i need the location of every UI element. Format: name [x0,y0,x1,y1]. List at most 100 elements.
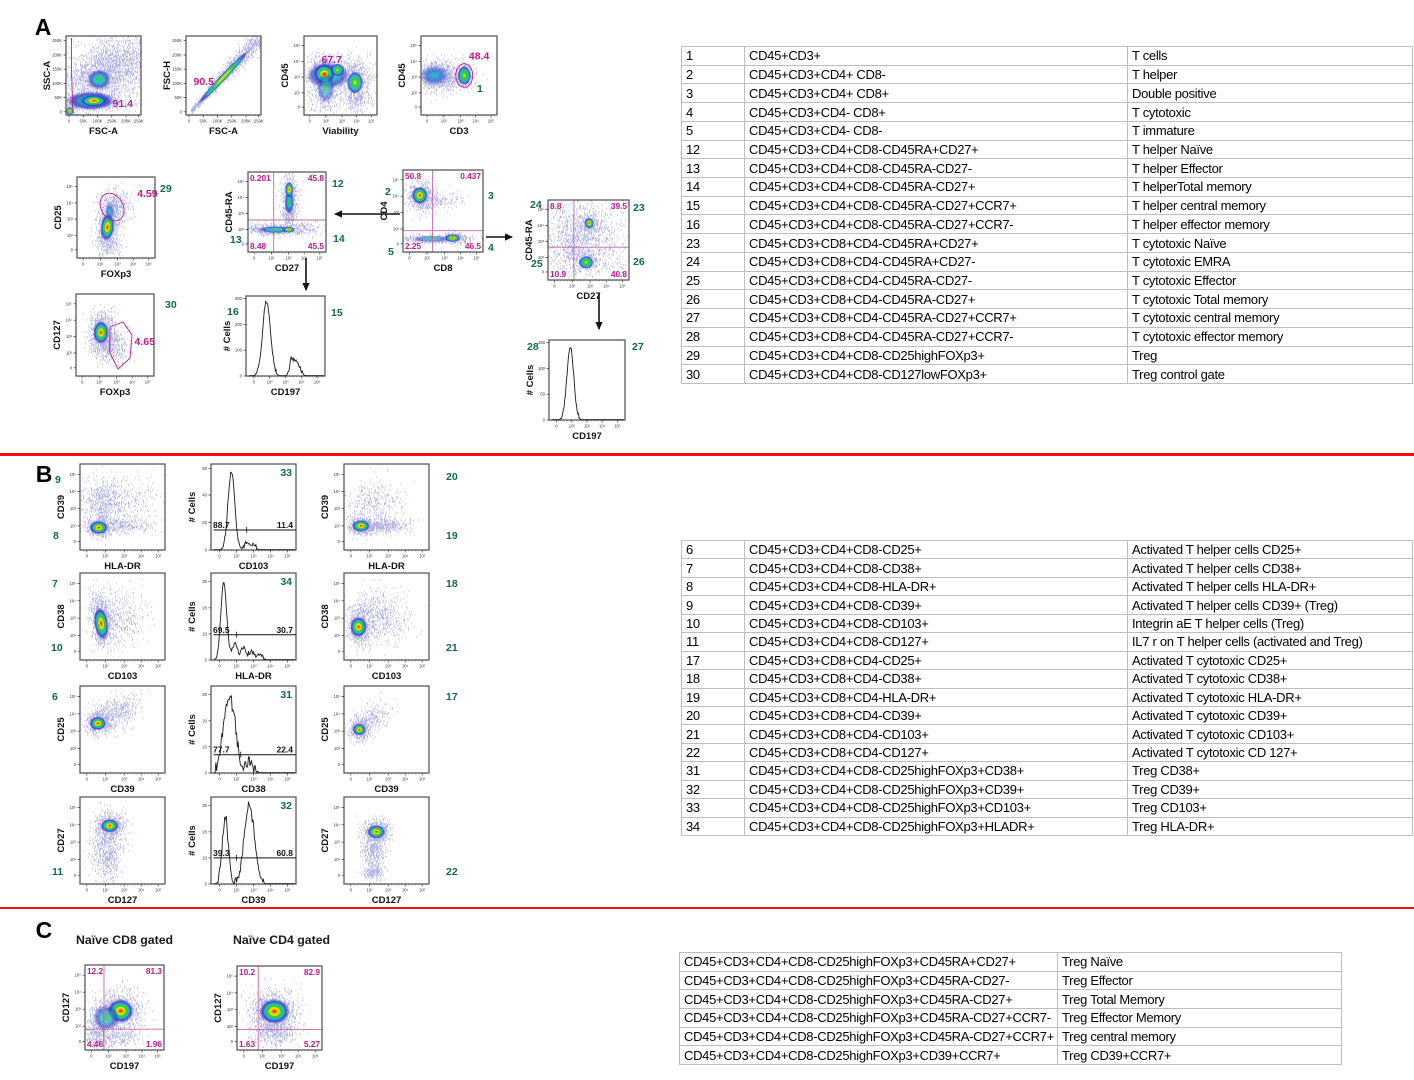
svg-text:CD45-RA: CD45-RA [524,219,535,260]
svg-text:10³: 10³ [250,664,257,669]
svg-text:10⁵: 10⁵ [419,888,426,893]
svg-text:0: 0 [86,664,89,669]
svg-text:10²: 10² [334,746,341,751]
svg-text:0: 0 [542,270,545,275]
svg-text:150K: 150K [52,67,62,72]
svg-text:10²: 10² [70,746,77,751]
svg-text:FSC-A: FSC-A [89,126,118,137]
svg-text:10³: 10³ [114,380,121,385]
svg-text:10⁴: 10⁴ [267,777,274,782]
svg-text:30.7: 30.7 [276,625,293,635]
svg-text:90.5: 90.5 [194,76,215,88]
svg-text:10³: 10³ [70,506,77,511]
svg-text:0: 0 [350,664,353,669]
svg-text:10³: 10³ [393,210,400,215]
svg-text:10⁵: 10⁵ [419,664,426,669]
svg-text:0: 0 [555,424,558,429]
svg-text:0: 0 [74,762,77,767]
svg-text:0: 0 [350,777,353,782]
svg-text:HLA-DR: HLA-DR [368,561,405,572]
svg-text:0: 0 [218,554,221,559]
svg-text:100K: 100K [213,119,223,124]
svg-text:10⁵: 10⁵ [312,1054,319,1059]
svg-text:HLA-DR: HLA-DR [235,671,272,682]
svg-text:10⁵: 10⁵ [393,177,400,182]
svg-text:10⁴: 10⁴ [70,598,77,603]
svg-text:10²: 10² [102,664,109,669]
svg-text:10⁴: 10⁴ [227,990,234,995]
svg-text:150K: 150K [107,119,117,124]
svg-text:10⁵: 10⁵ [238,179,245,184]
svg-text:# Cells: # Cells [187,825,198,856]
svg-text:0: 0 [338,649,341,654]
svg-text:10⁴: 10⁴ [295,1054,302,1059]
svg-text:10²: 10² [238,227,245,232]
svg-text:10³: 10³ [67,217,74,222]
svg-text:10²: 10² [268,256,275,261]
svg-text:10²: 10² [569,284,576,289]
svg-text:10⁴: 10⁴ [402,888,409,893]
svg-text:10³: 10³ [442,256,449,261]
svg-text:CD27: CD27 [56,828,67,852]
svg-text:0: 0 [79,1039,82,1044]
svg-text:0: 0 [408,256,411,261]
svg-text:10²: 10² [75,1024,82,1029]
svg-text:CD45: CD45 [397,63,408,88]
svg-text:10²: 10² [366,888,373,893]
svg-text:10²: 10² [227,1024,234,1029]
svg-text:10⁵: 10⁵ [334,694,341,699]
svg-text:10⁴: 10⁴ [402,777,409,782]
svg-text:10³: 10³ [282,380,289,385]
svg-text:10: 10 [202,855,207,860]
svg-text:10²: 10² [259,1054,266,1059]
svg-text:0: 0 [426,119,429,124]
svg-text:250K: 250K [254,119,264,124]
svg-text:10⁵: 10⁵ [70,694,77,699]
svg-text:0: 0 [350,888,353,893]
svg-text:10⁵: 10⁵ [70,472,77,477]
svg-text:10⁴: 10⁴ [267,664,274,669]
svg-text:100: 100 [235,348,243,353]
svg-text:10³: 10³ [334,840,341,845]
svg-text:10³: 10³ [66,334,73,339]
svg-text:10²: 10² [334,633,341,638]
svg-text:200K: 200K [241,119,251,124]
svg-text:CD127: CD127 [213,993,224,1023]
svg-text:10²: 10² [233,888,240,893]
svg-text:0: 0 [240,374,243,379]
svg-text:10⁴: 10⁴ [67,200,74,205]
svg-text:# Cells: # Cells [222,321,233,352]
svg-text:10⁴: 10⁴ [334,598,341,603]
svg-text:10⁵: 10⁵ [284,554,291,559]
svg-text:FSC-A: FSC-A [209,126,238,137]
svg-text:0: 0 [205,548,208,553]
svg-text:10³: 10³ [278,1054,285,1059]
svg-text:0: 0 [74,873,77,878]
svg-text:10²: 10² [538,255,545,260]
svg-text:10⁴: 10⁴ [138,664,145,669]
svg-text:CD127: CD127 [52,320,63,350]
svg-text:0: 0 [90,1054,93,1059]
svg-text:CD197: CD197 [572,431,602,442]
svg-text:10²: 10² [233,664,240,669]
svg-text:100K: 100K [52,81,62,86]
svg-text:10²: 10² [97,262,104,267]
svg-text:10⁵: 10⁵ [66,301,73,306]
svg-text:10⁵: 10⁵ [155,554,162,559]
svg-text:10⁵: 10⁵ [70,805,77,810]
svg-text:4.46: 4.46 [87,1039,104,1049]
svg-text:10³: 10³ [385,554,392,559]
svg-text:10⁴: 10⁴ [538,223,545,228]
svg-text:10³: 10³ [70,729,77,734]
svg-text:31: 31 [280,689,292,701]
svg-text:CD4: CD4 [379,201,390,221]
svg-text:CD25: CD25 [56,717,67,742]
svg-text:10⁴: 10⁴ [393,194,400,199]
svg-text:FSC-H: FSC-H [162,61,173,90]
svg-text:CD8: CD8 [433,263,452,274]
svg-text:CD197: CD197 [271,387,301,398]
svg-text:# Cells: # Cells [525,365,536,396]
svg-text:10⁴: 10⁴ [402,554,409,559]
svg-text:10⁴: 10⁴ [267,888,274,893]
svg-text:10⁵: 10⁵ [154,1054,161,1059]
